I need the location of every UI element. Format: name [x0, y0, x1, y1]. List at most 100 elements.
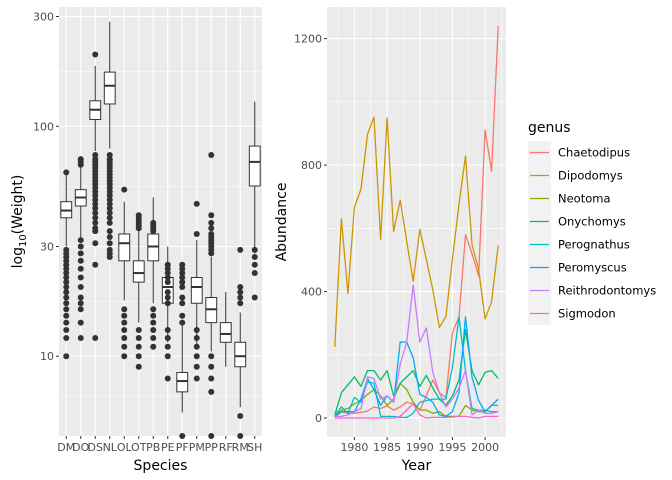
box-outlier-point	[251, 270, 258, 277]
box-outlier-point	[193, 353, 200, 360]
box-outlier-point	[63, 353, 70, 360]
box-outlier-point	[193, 231, 200, 238]
line-x-tick-label: 1995	[438, 441, 466, 454]
box-PE	[161, 246, 174, 382]
box-outlier-point	[135, 363, 142, 370]
box-outlier-point	[237, 246, 244, 253]
box-outlier-point	[121, 306, 128, 313]
box-outlier-point	[179, 279, 186, 286]
boxplot-y-axis-title-log: log	[10, 247, 26, 268]
box-outlier-point	[193, 335, 200, 342]
box-DS	[89, 51, 102, 342]
box-outlier-point	[150, 343, 157, 350]
boxplot-y-axis-title-weight: (Weight)	[10, 175, 26, 235]
box-outlier-point	[164, 375, 171, 382]
box-outlier-point	[77, 161, 84, 168]
box-outlier-point	[179, 284, 186, 291]
box-outlier-point	[77, 306, 84, 313]
box-NL	[103, 21, 116, 261]
boxplot-x-tick-label: DS	[88, 441, 103, 454]
box-outlier-point	[106, 254, 113, 261]
box-PF	[176, 261, 189, 439]
boxplot-x-tick-label: OT	[131, 441, 147, 454]
box-outlier-point	[251, 246, 258, 253]
box-outlier-point	[77, 237, 84, 244]
line-y-tick-label: 400	[301, 286, 322, 299]
boxplot-x-tick-label: RF	[219, 441, 233, 454]
box-outlier-point	[106, 214, 113, 221]
box-outlier-point	[164, 353, 171, 360]
box-outlier-point	[179, 265, 186, 272]
legend-label: Peromyscus	[558, 261, 627, 275]
box-outlier-point	[150, 312, 157, 319]
box-outlier-point	[92, 200, 99, 207]
box-outlier-point	[164, 289, 171, 296]
box-outlier-point	[179, 312, 186, 319]
box-outlier-point	[164, 274, 171, 281]
box-outlier-point	[179, 300, 186, 307]
line-panel: 0 400 800 1200 1980 1985 1990 1995 2000 Year Abu…	[274, 7, 506, 474]
box-outlier-point	[77, 265, 84, 272]
legend-label: Chaetodipus	[558, 146, 630, 160]
box-outlier-point	[92, 261, 99, 268]
box-PM	[190, 200, 203, 382]
legend-title: genus	[528, 120, 571, 136]
line-y-axis-title: Abundance	[274, 183, 290, 262]
box-outlier-point	[193, 343, 200, 350]
box-outlier-point	[106, 196, 113, 203]
boxplot-x-tick-label: SH	[247, 441, 262, 454]
box-outlier-point	[164, 265, 171, 272]
box-outlier-point	[164, 327, 171, 334]
box-body	[103, 71, 116, 105]
box-body	[176, 371, 189, 393]
box-outlier-point	[164, 270, 171, 277]
box-outlier-point	[77, 243, 84, 250]
box-outlier-point	[135, 343, 142, 350]
box-outlier-point	[135, 327, 142, 334]
box-outlier-point	[150, 228, 157, 235]
box-outlier-point	[121, 343, 128, 350]
box-outlier-point	[92, 228, 99, 235]
boxplot-x-tick-label: PP	[205, 441, 219, 454]
box-outlier-point	[208, 225, 215, 232]
legend-item-chaetodipus: Chaetodipus	[528, 141, 630, 164]
box-DM	[60, 169, 73, 360]
legend-item-sigmodon: Sigmodon	[528, 302, 616, 325]
line-y-tick-label: 0	[315, 412, 322, 425]
boxplot-x-axis-title: Species	[134, 458, 188, 474]
boxplot-x-tick-label: OL	[117, 441, 133, 454]
box-outlier-point	[164, 335, 171, 342]
boxplot-y-tick-label: 300	[33, 11, 54, 24]
boxplot-y-tick-label: 30	[40, 241, 54, 254]
box-outlier-point	[106, 233, 113, 240]
boxplot-y-axis-title: log10(Weight)	[10, 175, 29, 269]
line-y-tick-label: 1200	[294, 33, 322, 46]
box-outlier-point	[92, 205, 99, 212]
box-outlier-point	[135, 353, 142, 360]
box-outlier-point	[208, 212, 215, 219]
box-outlier-point	[121, 335, 128, 342]
box-outlier-point	[77, 257, 84, 264]
legend-label: Dipodomys	[558, 169, 623, 183]
box-outlier-point	[106, 240, 113, 247]
line-axes: 0 400 800 1200 1980 1985 1990 1995 2000	[294, 33, 499, 454]
legend-items: Chaetodipus Dipodomys Neotoma Onychomys Pero…	[528, 141, 656, 325]
box-outlier-point	[150, 327, 157, 334]
box-outlier-point	[92, 219, 99, 226]
box-outlier-point	[179, 270, 186, 277]
line-marks	[334, 25, 499, 419]
legend-label: Reithrodontomys	[558, 284, 656, 298]
line-x-tick-label: 2000	[471, 441, 499, 454]
box-outlier-point	[63, 312, 70, 319]
box-outlier-point	[237, 300, 244, 307]
legend-item-neotoma: Neotoma	[528, 187, 611, 210]
box-outlier-point	[106, 228, 113, 235]
box-outlier-point	[208, 375, 215, 382]
box-outlier-point	[63, 169, 70, 176]
box-outlier-point	[92, 209, 99, 216]
box-outlier-point	[106, 219, 113, 226]
box-outlier-point	[237, 412, 244, 419]
legend-label: Neotoma	[558, 192, 611, 206]
